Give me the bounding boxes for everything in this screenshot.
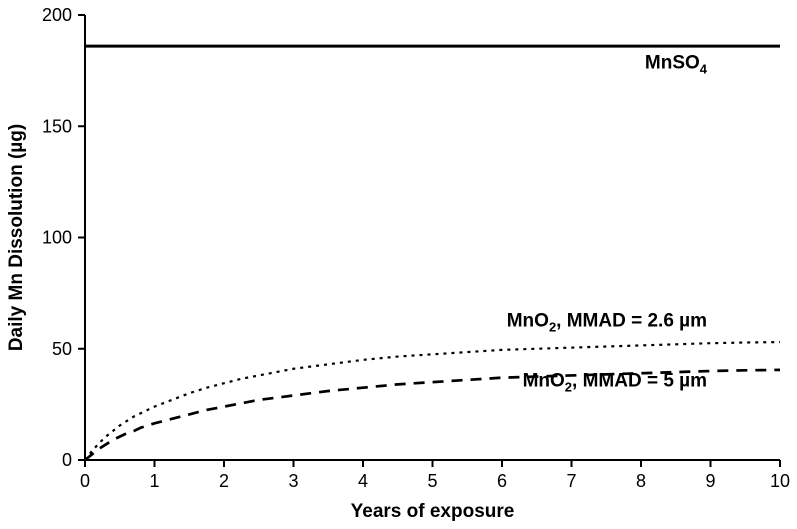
x-tick-label: 6 bbox=[497, 471, 507, 491]
y-tick-label: 0 bbox=[62, 450, 72, 470]
x-tick-label: 9 bbox=[705, 471, 715, 491]
x-tick-label: 3 bbox=[288, 471, 298, 491]
y-tick-label: 50 bbox=[52, 339, 72, 359]
series-label-mno2_5: MnO2, MMAD = 5 µm bbox=[523, 371, 707, 395]
x-tick-label: 4 bbox=[358, 471, 368, 491]
y-axis-title: Daily Mn Dissolution (µg) bbox=[6, 124, 27, 351]
series-label-mnso4: MnSO4 bbox=[645, 52, 708, 76]
x-tick-label: 7 bbox=[566, 471, 576, 491]
y-tick-label: 150 bbox=[42, 116, 72, 136]
x-tick-label: 5 bbox=[427, 471, 437, 491]
x-tick-label: 1 bbox=[149, 471, 159, 491]
y-tick-label: 200 bbox=[42, 5, 72, 25]
series-mno2_2_6 bbox=[85, 342, 780, 460]
x-tick-label: 0 bbox=[80, 471, 90, 491]
x-tick-label: 10 bbox=[770, 471, 790, 491]
x-tick-label: 8 bbox=[636, 471, 646, 491]
series-label-mno2_2_6: MnO2, MMAD = 2.6 µm bbox=[507, 311, 707, 335]
axes bbox=[85, 15, 780, 460]
x-tick-label: 2 bbox=[219, 471, 229, 491]
chart-svg: 012345678910050100150200Years of exposur… bbox=[0, 0, 797, 529]
y-tick-label: 100 bbox=[42, 228, 72, 248]
x-axis-title: Years of exposure bbox=[351, 501, 515, 522]
dissolution-chart: 012345678910050100150200Years of exposur… bbox=[0, 0, 797, 529]
